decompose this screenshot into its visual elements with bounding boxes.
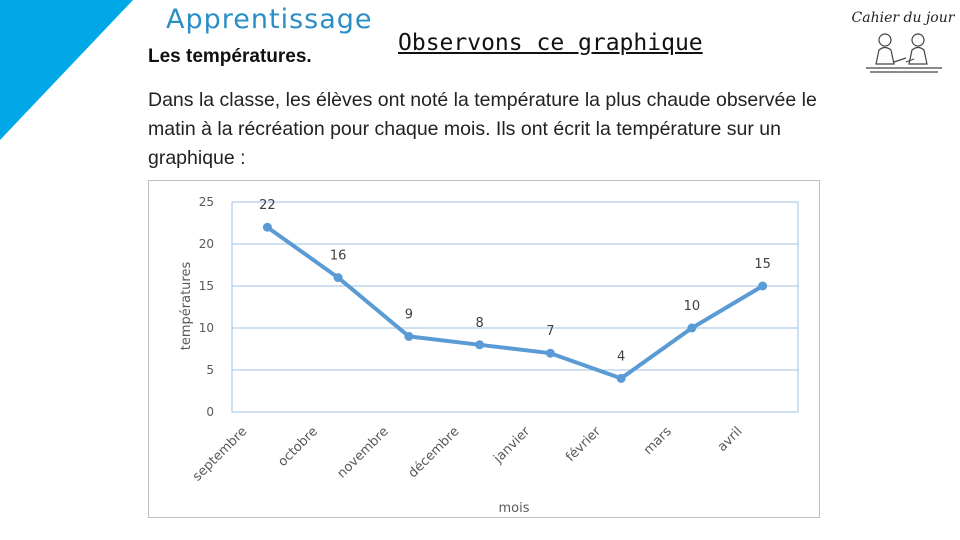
data-label: 4: [617, 349, 625, 364]
x-axis-label: mois: [498, 501, 529, 516]
data-point: [616, 373, 626, 383]
page-title: Observons ce graphique: [398, 30, 703, 56]
data-label: 9: [405, 307, 413, 322]
data-point: [758, 281, 768, 291]
data-point: [475, 340, 485, 350]
data-point: [262, 222, 272, 232]
data-point: [687, 323, 697, 333]
y-tick-label: 20: [199, 237, 214, 251]
corner-accent-shape: [0, 0, 133, 140]
y-tick-label: 5: [206, 363, 214, 377]
data-label: 10: [684, 299, 701, 314]
y-tick-label: 0: [206, 405, 214, 419]
brand-title: Apprentissage: [166, 4, 373, 35]
lesson-heading: Les températures.: [148, 46, 312, 67]
data-point: [404, 331, 414, 341]
children-writing-icon: [866, 33, 942, 73]
data-label: 7: [546, 324, 554, 339]
data-label: 15: [754, 257, 771, 272]
data-point: [545, 348, 555, 358]
data-label: 22: [259, 198, 276, 213]
chart-frame: [148, 180, 820, 518]
corner-accent-triangle: [0, 0, 133, 140]
data-point: [333, 273, 343, 283]
logo-text: Cahier du jour: [851, 10, 955, 26]
intro-paragraph: Dans la classe, les élèves ont noté la t…: [148, 89, 817, 169]
y-tick-label: 25: [199, 195, 214, 209]
y-tick-label: 15: [199, 279, 214, 293]
data-label: 8: [475, 316, 483, 331]
y-tick-label: 10: [199, 321, 214, 335]
data-label: 16: [330, 249, 347, 264]
series-line: [265, 225, 765, 381]
y-axis-label: températures: [179, 262, 194, 351]
cahier-du-jour-logo: Cahier du jour: [850, 10, 956, 80]
